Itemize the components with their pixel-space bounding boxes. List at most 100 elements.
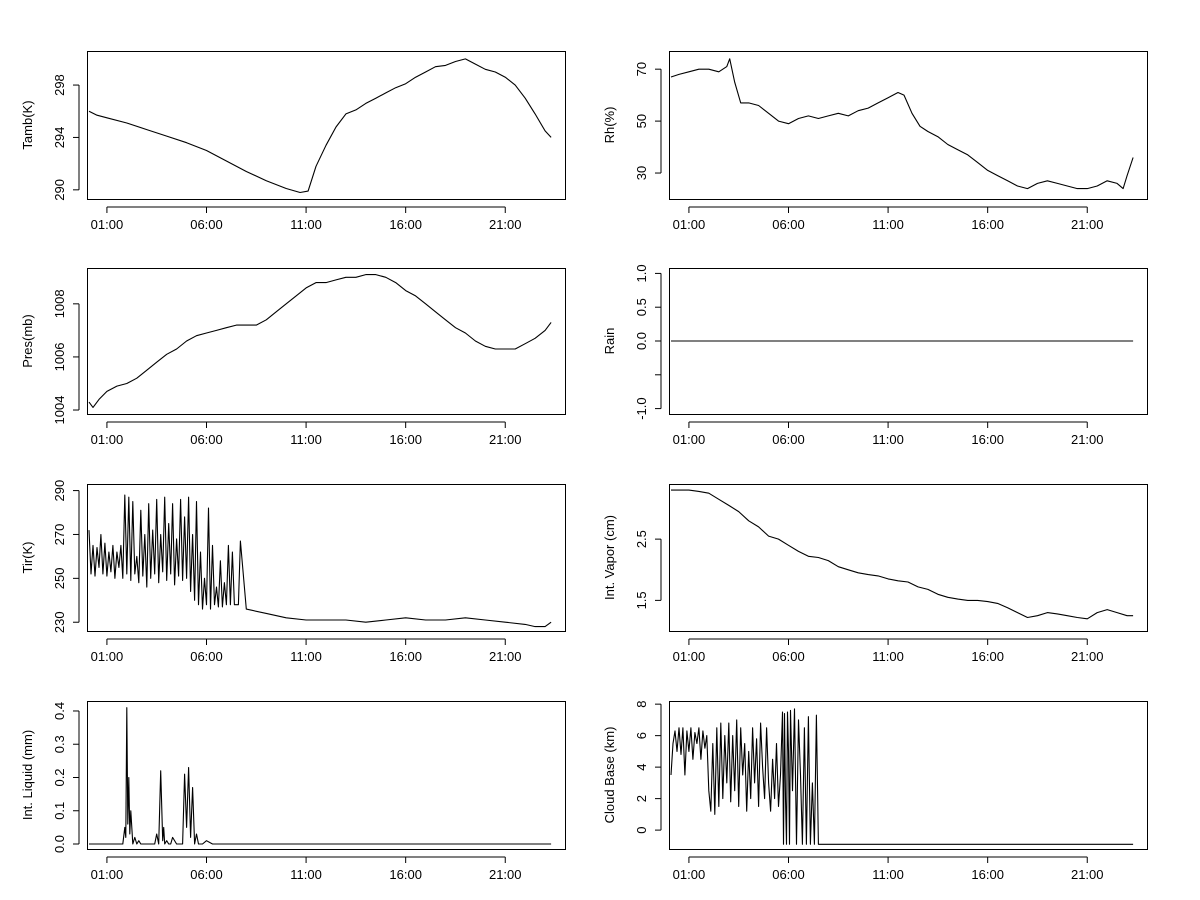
- y-axis-label: Cloud Base (km): [602, 727, 617, 824]
- plot-frame: [669, 701, 1148, 850]
- x-tick-label: 21:00: [489, 649, 522, 664]
- series-line-int-vapor: [671, 489, 1134, 620]
- y-tick-label: 294: [52, 127, 67, 149]
- series-line-rh: [670, 58, 1134, 190]
- y-tick-label: 4: [634, 764, 649, 771]
- plot-frame: [669, 484, 1148, 632]
- plot-frame: [669, 268, 1148, 415]
- y-tick-label: 2: [634, 795, 649, 802]
- x-tick-label: 21:00: [1071, 867, 1104, 882]
- y-tick-label: 1.0: [634, 264, 649, 282]
- y-tick-label: 0: [634, 826, 649, 833]
- y-tick-label: 1004: [52, 396, 67, 425]
- x-tick-label: 11:00: [872, 649, 904, 664]
- series-line-cloud-base: [670, 708, 1134, 845]
- y-axis-label: Int. Liquid (mm): [20, 730, 35, 820]
- panel-tamb: 01:00 06:00 11:00 16:00 21:00 290 294 298 Tamb(K…: [20, 51, 566, 232]
- y-tick-label: 290: [52, 480, 67, 502]
- x-tick-label: 11:00: [290, 217, 322, 232]
- y-tick-label: 0.0: [634, 332, 649, 350]
- y-tick-label: 250: [52, 567, 67, 589]
- y-tick-label: 230: [52, 611, 67, 633]
- x-tick-label: 16:00: [971, 217, 1004, 232]
- panel-tir: 01:00 06:00 11:00 16:00 21:00 230 250 270 290 Tir…: [20, 480, 566, 664]
- x-tick-label: 16:00: [971, 649, 1004, 664]
- x-tick-label: 16:00: [389, 867, 422, 882]
- y-axis-label: Rh(%): [602, 107, 617, 144]
- y-tick-label: 1.5: [634, 591, 649, 609]
- x-tick-label: 06:00: [772, 217, 805, 232]
- x-tick-label: 06:00: [772, 649, 805, 664]
- y-tick-label: 290: [52, 179, 67, 201]
- y-tick-label: 2.5: [634, 530, 649, 548]
- x-tick-label: 06:00: [190, 649, 223, 664]
- y-axis-label: Tamb(K): [20, 100, 35, 149]
- x-tick-label: 01:00: [673, 217, 706, 232]
- panel-int-liquid: 01:00 06:00 11:00 16:00 21:00 0.0 0.1 0.2 0.3 0.4…: [20, 701, 566, 882]
- series-line-tir: [88, 494, 552, 628]
- y-tick-label: 30: [634, 166, 649, 180]
- x-tick-label: 06:00: [190, 867, 223, 882]
- x-tick-label: 01:00: [91, 867, 124, 882]
- x-tick-label: 01:00: [91, 432, 124, 447]
- x-tick-label: 21:00: [1071, 432, 1104, 447]
- y-axis-label: Pres(mb): [20, 314, 35, 367]
- y-tick-label: 8: [634, 701, 649, 708]
- x-tick-label: 01:00: [673, 867, 706, 882]
- x-tick-label: 11:00: [872, 217, 904, 232]
- y-tick-label: 0.1: [52, 802, 67, 820]
- x-tick-label: 06:00: [190, 217, 223, 232]
- y-tick-label: 0.4: [52, 702, 67, 720]
- y-tick-label: 298: [52, 74, 67, 96]
- x-tick-label: 11:00: [872, 867, 904, 882]
- series-line-pres: [88, 274, 552, 408]
- x-tick-label: 11:00: [290, 432, 322, 447]
- y-tick-label: 1006: [52, 342, 67, 371]
- plot-frame: [87, 484, 566, 632]
- y-tick-label: 0.2: [52, 768, 67, 786]
- x-tick-label: 16:00: [389, 217, 422, 232]
- y-tick-label: 270: [52, 524, 67, 546]
- series-line-tamb: [88, 58, 552, 194]
- x-tick-label: 01:00: [673, 432, 706, 447]
- y-tick-label: 0.5: [634, 298, 649, 316]
- y-tick-label: 0.3: [52, 735, 67, 753]
- x-tick-label: 16:00: [389, 432, 422, 447]
- x-tick-label: 21:00: [1071, 649, 1104, 664]
- x-tick-label: 06:00: [772, 867, 805, 882]
- x-tick-label: 21:00: [489, 217, 522, 232]
- x-tick-label: 21:00: [1071, 217, 1104, 232]
- x-tick-label: 16:00: [971, 432, 1004, 447]
- y-axis-label: Int. Vapor (cm): [602, 515, 617, 600]
- x-tick-label: 21:00: [489, 432, 522, 447]
- plot-frame: [87, 51, 566, 200]
- plot-frame: [669, 51, 1148, 200]
- x-tick-label: 21:00: [489, 867, 522, 882]
- y-axis-label: Tir(K): [20, 541, 35, 573]
- panel-rain: 01:00 06:00 11:00 16:00 21:00 -1.0 0.0 0.5 1.0 Ra…: [602, 264, 1148, 447]
- y-tick-label: -1.0: [634, 397, 649, 419]
- panel-cloud-base: 01:00 06:00 11:00 16:00 21:00 0 2 4 6 8 Cloud Base…: [602, 701, 1148, 882]
- x-tick-label: 16:00: [971, 867, 1004, 882]
- y-tick-label: 50: [634, 114, 649, 128]
- panel-rh: 01:00 06:00 11:00 16:00 21:00 30 50 70 Rh(%): [602, 51, 1148, 232]
- panel-int-vapor: 01:00 06:00 11:00 16:00 21:00 1.5 2.5 Int. Vapo…: [602, 484, 1148, 664]
- y-tick-label: 0.0: [52, 835, 67, 853]
- x-tick-label: 01:00: [673, 649, 706, 664]
- y-tick-label: 1008: [52, 289, 67, 318]
- y-tick-label: 70: [634, 62, 649, 76]
- series-line-int-liquid: [89, 707, 552, 845]
- x-tick-label: 11:00: [872, 432, 904, 447]
- x-tick-label: 06:00: [772, 432, 805, 447]
- x-tick-label: 06:00: [190, 432, 223, 447]
- x-tick-label: 01:00: [91, 217, 124, 232]
- x-tick-label: 16:00: [389, 649, 422, 664]
- panel-pres: 01:00 06:00 11:00 16:00 21:00 1004 1006 1008 Pre…: [20, 268, 566, 447]
- y-tick-label: 6: [634, 732, 649, 739]
- x-tick-label: 11:00: [290, 649, 322, 664]
- plot-frame: [87, 268, 566, 415]
- plot-frame: [87, 701, 566, 850]
- x-tick-label: 11:00: [290, 867, 322, 882]
- y-axis-label: Rain: [602, 328, 617, 355]
